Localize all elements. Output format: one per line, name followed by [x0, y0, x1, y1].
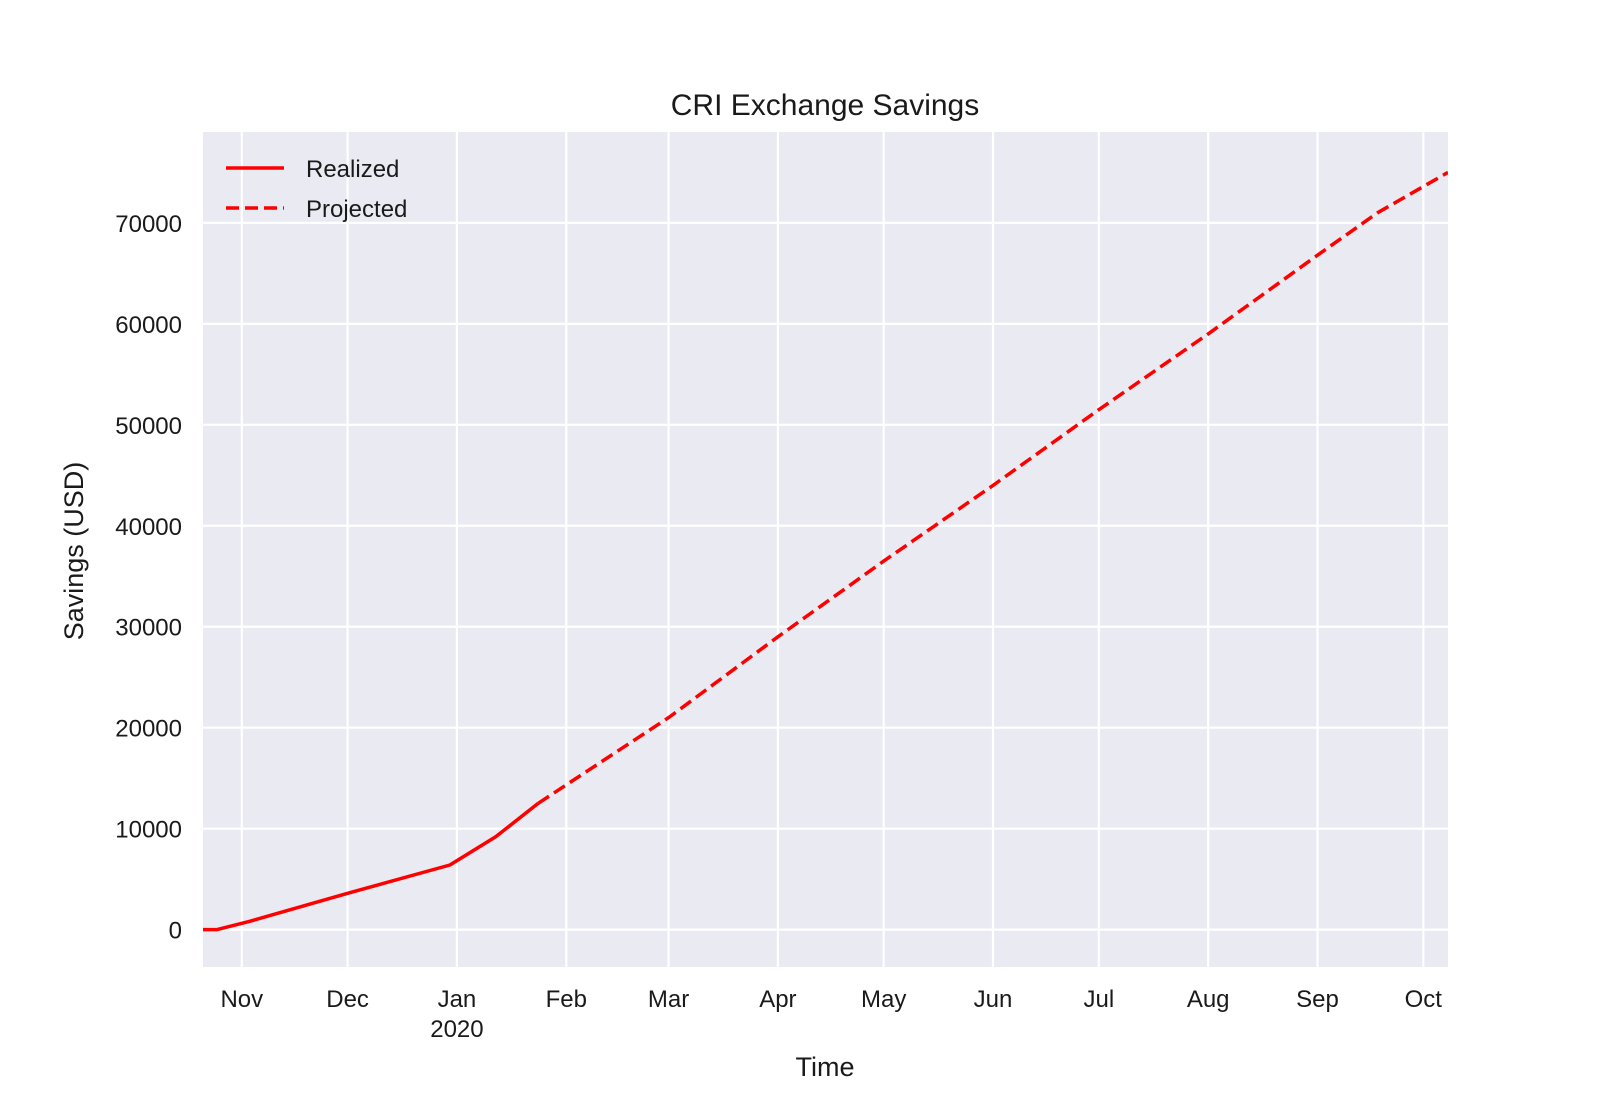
x-tick-label: Jan: [438, 986, 477, 1013]
x-tick-sublabel: 2020: [430, 1016, 483, 1043]
series-line-projected: [537, 170, 1448, 805]
x-tick-label: May: [861, 986, 906, 1013]
x-tick-label: Aug: [1187, 986, 1230, 1013]
x-tick-label: Sep: [1296, 986, 1339, 1013]
chart-title: CRI Exchange Savings: [671, 89, 980, 122]
y-tick-label: 40000: [115, 514, 182, 541]
y-tick-label: 20000: [115, 716, 182, 743]
x-axis-label: Time: [796, 1052, 855, 1082]
y-tick-label: 60000: [115, 312, 182, 339]
y-tick-labels: 0 10000 20000 30000 40000 50000 60000 70000: [115, 211, 182, 945]
y-tick-label: 10000: [115, 817, 182, 844]
x-tick-label: Dec: [326, 986, 369, 1013]
series-layer: [203, 170, 1448, 932]
x-tick-label: Jul: [1083, 986, 1114, 1013]
x-tick-label: Feb: [546, 986, 587, 1013]
legend: Realized Projected: [226, 156, 407, 223]
legend-label-realized: Realized: [306, 156, 399, 183]
x-tick-label: Nov: [220, 986, 263, 1013]
plot-area: [203, 132, 1448, 967]
x-tick-label: Jun: [974, 986, 1013, 1013]
x-tick-label: Oct: [1405, 986, 1443, 1013]
x-tick-label: Mar: [648, 986, 689, 1013]
x-tick-labels: Nov Dec Jan 2020 Feb Mar Apr May Jun Jul Aug Sep Oct: [220, 986, 1442, 1043]
y-tick-label: 0: [169, 918, 182, 945]
y-tick-label: 50000: [115, 413, 182, 440]
y-tick-label: 70000: [115, 211, 182, 238]
y-tick-label: 30000: [115, 615, 182, 642]
legend-label-projected: Projected: [306, 196, 407, 223]
grid-lines: [203, 132, 1448, 967]
y-axis-label: Savings (USD): [59, 462, 89, 641]
x-tick-label: Apr: [759, 986, 796, 1013]
series-line-realized: [203, 802, 540, 932]
